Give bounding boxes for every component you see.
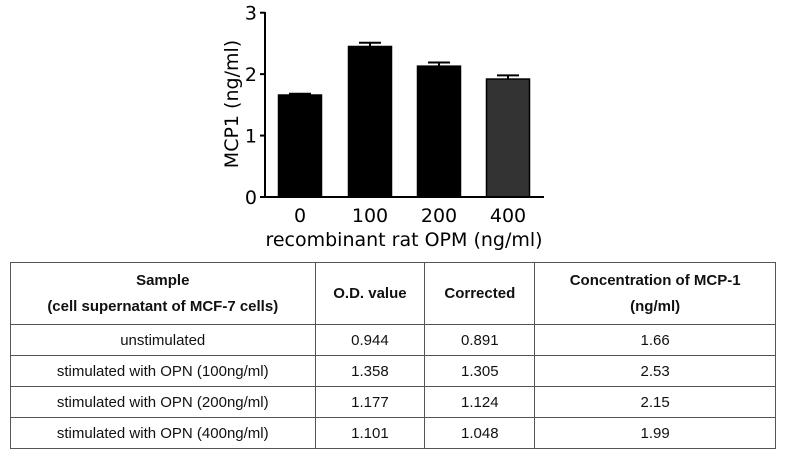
x-tick-label: 0	[294, 205, 306, 227]
table-row: stimulated with OPN (200ng/ml) 1.177 1.124…	[10, 386, 776, 418]
bar	[347, 45, 393, 198]
header-corrected: Corrected	[424, 262, 536, 325]
data-table: Sample (cell supernatant of MCF-7 cells) …	[10, 262, 776, 449]
cell-od-value: 0.944	[314, 324, 426, 356]
table-row: unstimulated 0.944 0.891 1.66	[10, 324, 776, 356]
bar	[416, 65, 462, 198]
bar-chart: 0 1 2 3 0 100 200 400 MCP1 (ng/ml) recombinant…	[221, 3, 544, 251]
header-od-value: O.D. value	[314, 262, 426, 325]
header-sample: Sample (cell supernatant of MCF-7 cells)	[10, 262, 316, 325]
cell-concentration: 2.15	[534, 386, 776, 418]
table-header-row: Sample (cell supernatant of MCF-7 cells) …	[10, 262, 776, 325]
x-tick-label: 400	[490, 205, 526, 227]
cell-corrected: 0.891	[424, 324, 536, 356]
cell-concentration: 1.99	[534, 417, 776, 449]
cell-corrected: 1.124	[424, 386, 536, 418]
cell-sample: stimulated with OPN (200ng/ml)	[10, 386, 316, 418]
bar	[485, 78, 531, 198]
y-tick-label: 3	[245, 3, 257, 25]
table-row: stimulated with OPN (100ng/ml) 1.358 1.305…	[10, 355, 776, 387]
y-tick-label: 2	[245, 64, 257, 86]
header-concentration: Concentration of MCP-1 (ng/ml)	[534, 262, 776, 325]
y-tick-label: 0	[245, 187, 257, 209]
x-tick-label: 100	[352, 205, 388, 227]
y-axis-label: MCP1 (ng/ml)	[221, 40, 243, 168]
table-row: stimulated with OPN (400ng/ml) 1.101 1.048…	[10, 417, 776, 449]
cell-od-value: 1.101	[314, 417, 426, 449]
cell-corrected: 1.305	[424, 355, 536, 387]
x-tick-label: 200	[421, 205, 457, 227]
cell-corrected: 1.048	[424, 417, 536, 449]
cell-od-value: 1.358	[314, 355, 426, 387]
cell-od-value: 1.177	[314, 386, 426, 418]
cell-sample: unstimulated	[10, 324, 316, 356]
cell-sample: stimulated with OPN (400ng/ml)	[10, 417, 316, 449]
bar	[277, 94, 323, 198]
y-tick-label: 1	[245, 126, 257, 148]
cell-concentration: 2.53	[534, 355, 776, 387]
cell-concentration: 1.66	[534, 324, 776, 356]
cell-sample: stimulated with OPN (100ng/ml)	[10, 355, 316, 387]
x-axis-label: recombinant rat OPM (ng/ml)	[265, 229, 542, 251]
